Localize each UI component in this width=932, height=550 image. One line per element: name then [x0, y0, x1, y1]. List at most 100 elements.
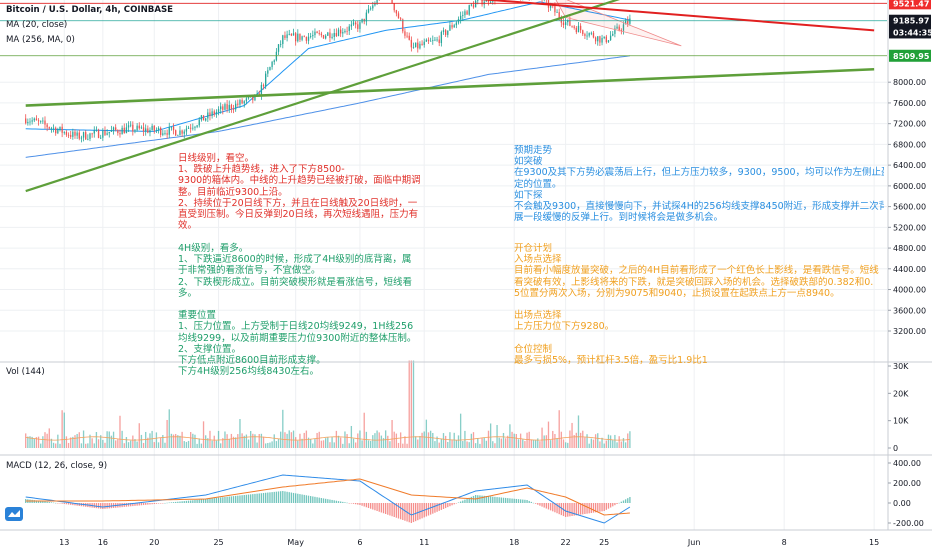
- macd-histogram-bar: [286, 491, 288, 503]
- candle-body: [76, 132, 78, 136]
- macd-histogram-bar: [335, 500, 338, 503]
- candle-body: [265, 73, 267, 87]
- time-tick-label: 25: [599, 538, 609, 547]
- candle-body: [95, 129, 98, 131]
- macd-histogram-bar: [427, 503, 430, 516]
- volume-bar: [387, 435, 389, 448]
- macd-histogram-bar: [269, 492, 271, 503]
- macd-histogram-bar: [125, 503, 128, 507]
- candle-body: [455, 22, 458, 26]
- macd-histogram-bar: [316, 497, 318, 503]
- macd-histogram-bar: [477, 495, 479, 503]
- volume-bar: [155, 432, 158, 448]
- volume-bar: [286, 433, 288, 448]
- volume-bar: [48, 428, 50, 448]
- candle-body: [226, 104, 228, 110]
- candle-body: [372, 5, 374, 9]
- volume-bar: [348, 443, 350, 448]
- macd-histogram-bar: [187, 500, 190, 503]
- candle-body: [100, 137, 102, 139]
- candle-body: [217, 109, 220, 112]
- candle-body: [267, 70, 269, 74]
- macd-histogram-bar: [106, 503, 108, 509]
- candle-body: [67, 134, 70, 136]
- candle-body: [314, 31, 316, 36]
- macd-histogram-bar: [245, 494, 248, 503]
- trend-lines[interactable]: [25, 0, 875, 193]
- candle-body: [359, 22, 361, 29]
- time-axis[interactable]: 13 16 20 25 May 6 11 18 22 25 Jun 8 15: [59, 538, 879, 547]
- candle-body: [52, 127, 55, 129]
- price-axis[interactable]: 8000.00 7600.00 7200.00 6800.00 6400.00 6000.…: [888, 78, 926, 528]
- volume-bar: [399, 432, 402, 448]
- note-line: 入场点选择: [514, 254, 562, 266]
- macd-histogram-bar: [592, 503, 595, 513]
- candle-body: [140, 127, 143, 129]
- note-line: [178, 299, 416, 310]
- candle-body: [466, 11, 468, 15]
- symbol-title[interactable]: Bitcoin / U.S. Dollar, 4h, COINBASE: [6, 5, 174, 15]
- candle-body: [609, 35, 612, 41]
- macd-histogram-bar: [397, 503, 400, 519]
- macd-histogram-bar: [575, 503, 577, 516]
- volume-bar: [198, 438, 200, 448]
- macd-histogram-bar: [265, 492, 267, 503]
- macd-histogram-bar: [284, 491, 286, 503]
- macd-legend[interactable]: MACD (12, 26, close, 9): [6, 461, 108, 471]
- candle-body: [27, 121, 29, 124]
- candle-body: [588, 33, 590, 36]
- candle-body: [130, 124, 132, 126]
- price-tick-label: 5600.00: [893, 203, 926, 212]
- macd-histogram-bar: [444, 503, 447, 509]
- volume-bar: [265, 443, 267, 448]
- macd-histogram-bar: [175, 501, 177, 503]
- volume-bar: [82, 430, 85, 448]
- volume-bar: [485, 440, 488, 448]
- volume-bar: [524, 441, 526, 448]
- note-line: 最多亏损5%，预计杠杆3.5倍，盈亏比1.9比1: [514, 355, 708, 367]
- volume-bar: [477, 438, 479, 448]
- candle-body: [344, 30, 346, 33]
- macd-histogram-bar: [230, 496, 233, 503]
- macd-histogram-bar: [374, 503, 376, 511]
- signal-line: [25, 478, 630, 516]
- macd-histogram-bar: [404, 503, 406, 521]
- volume-bar: [33, 438, 35, 448]
- candle-body: [247, 97, 250, 99]
- volume-bar: [406, 443, 408, 448]
- macd-histogram-bar: [235, 495, 237, 503]
- volume-bar: [442, 433, 445, 448]
- candle-body: [157, 127, 160, 131]
- ma20-legend[interactable]: MA (20, close): [6, 20, 68, 30]
- macd-histogram-bar: [153, 503, 155, 504]
- volume-bar: [237, 434, 239, 448]
- volume-bar: [52, 442, 55, 448]
- candle-body: [579, 25, 582, 31]
- macd-histogram-bar: [179, 501, 181, 503]
- ma256-legend[interactable]: MA (256, MA, 0): [6, 35, 75, 45]
- volume-legend[interactable]: Vol (144): [6, 367, 45, 377]
- volume-bar: [337, 435, 340, 448]
- macd-histogram-bar: [282, 491, 284, 503]
- macd-histogram-bar: [464, 499, 466, 503]
- candle-body: [393, 3, 395, 11]
- macd-histogram-bar: [339, 501, 342, 503]
- volume-bar: [513, 433, 515, 448]
- candle-body: [134, 130, 136, 132]
- candle-body: [468, 5, 470, 15]
- candle-body: [181, 130, 183, 134]
- note-line: 2、支撑位置。: [178, 343, 242, 355]
- candle-body: [582, 30, 584, 35]
- note-line: 多。: [178, 287, 198, 299]
- candle-body: [269, 67, 271, 71]
- volume-bar: [177, 435, 179, 448]
- candle-body: [562, 22, 565, 25]
- volume-bar: [474, 443, 477, 448]
- pane-separators: [0, 0, 932, 531]
- macd-histogram-bar: [65, 503, 68, 505]
- note-line: 定的位置。: [514, 178, 562, 190]
- candle-body: [477, 0, 479, 1]
- macd-histogram-bar: [408, 503, 410, 523]
- volume-bar: [434, 441, 436, 448]
